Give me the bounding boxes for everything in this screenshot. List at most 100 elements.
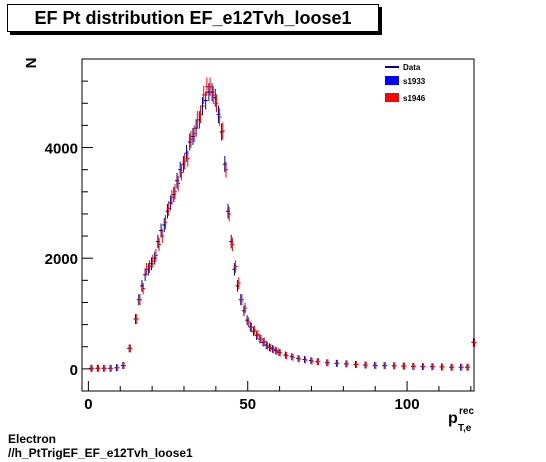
data-point-s1946 [243, 302, 248, 314]
data-point-s1946 [255, 330, 260, 340]
data-point-s1946 [259, 334, 264, 344]
data-point-s1946 [179, 164, 184, 181]
data-point-s1946 [224, 161, 229, 178]
data-point-s1946 [169, 189, 174, 205]
data-point-s1946 [150, 254, 155, 268]
x-tick-label: 0 [84, 396, 92, 413]
data-point-s1946 [431, 363, 436, 371]
y-tick-label: 2000 [45, 251, 78, 268]
footer-line-2: //h_PtTrigEF_EF_e12Tvh_loose1 [8, 446, 193, 460]
x-axis-label-sup: rec [459, 406, 474, 417]
data-point-s1946 [364, 361, 369, 369]
data-point-s1946 [160, 229, 165, 243]
x-tick-label: 100 [395, 396, 420, 413]
data-point-s1946 [466, 363, 471, 371]
data-point-s1946 [134, 314, 139, 325]
data-point-s1946 [265, 341, 270, 350]
legend-data-label: Data [403, 63, 421, 72]
data-markers [88, 77, 477, 372]
data-point-s1946 [249, 322, 254, 333]
data-point-s1946 [192, 125, 197, 143]
data-point-s1946 [141, 282, 146, 295]
data-point-s1946 [262, 337, 267, 346]
data-point-s1946 [195, 111, 200, 129]
data-point-s1946 [157, 237, 162, 252]
legend: Data s1933 s1946 [385, 63, 426, 103]
axis-ticks [82, 58, 472, 392]
data-point-s1946 [335, 359, 340, 367]
data-point-s1946 [182, 153, 187, 170]
data-point-s1946 [176, 175, 181, 192]
data-point-s1946 [354, 360, 359, 368]
legend-s1946-swatch [385, 93, 399, 102]
x-axis-label-main: p [448, 410, 458, 427]
data-point-s1946 [246, 316, 251, 327]
data-point-s1946 [211, 85, 216, 105]
data-point-s1946 [278, 349, 283, 357]
data-point-s1946 [214, 94, 219, 113]
data-point-s1946 [137, 294, 142, 306]
data-point-s1946 [163, 215, 168, 230]
data-point-s1946 [392, 362, 397, 370]
data-point-s1946 [233, 260, 238, 273]
data-point-s1946 [217, 108, 222, 126]
x-tick-label: 50 [239, 396, 256, 413]
data-point-s1946 [188, 130, 193, 148]
data-point-s1946 [450, 363, 455, 371]
data-point-s1946 [402, 362, 407, 370]
data-point-s1946 [122, 362, 127, 370]
legend-s1933-swatch [385, 76, 399, 85]
data-point-s1946 [236, 277, 241, 290]
y-axis-label: N [23, 58, 40, 69]
data-point-s1946 [230, 237, 235, 252]
data-point-s1946 [297, 355, 302, 363]
data-point-s1946 [310, 357, 315, 365]
axis-tick-labels: 0 50 100 0 2000 4000 [45, 141, 420, 413]
data-point-s1946 [459, 363, 464, 371]
x-axis-label-sub: T,e [458, 423, 472, 434]
plot-frame [81, 58, 475, 392]
data-point-s1946 [208, 77, 213, 96]
data-point-s1946 [102, 364, 107, 372]
data-point-s1946 [227, 206, 232, 222]
data-point-s1946 [421, 363, 426, 371]
data-point-s1946 [220, 122, 225, 140]
data-point-s1946 [144, 263, 149, 276]
data-point-s1946 [90, 364, 95, 372]
data-point-s1946 [271, 345, 276, 354]
y-tick-label: 4000 [45, 141, 78, 158]
data-point-s1946 [472, 338, 477, 348]
data-point-s1946 [440, 363, 445, 371]
data-point-s1946 [185, 150, 190, 167]
data-point-s1946 [345, 360, 350, 368]
data-point-s1946 [96, 364, 101, 372]
data-point-s1946 [383, 362, 388, 370]
data-point-s1946 [173, 184, 178, 200]
data-point-s1946 [109, 364, 114, 372]
data-point-s1946 [284, 352, 289, 360]
legend-s1933-label: s1933 [403, 77, 426, 86]
data-point-s1946 [201, 85, 206, 105]
data-point-s1946 [198, 105, 203, 124]
data-point-s1946 [290, 353, 295, 361]
data-point-s1946 [128, 344, 133, 353]
data-point-s1933 [200, 97, 205, 115]
data-point-s1946 [147, 260, 152, 273]
legend-s1946-label: s1946 [403, 94, 426, 103]
data-point-s1946 [275, 347, 280, 355]
data-point-s1946 [316, 358, 321, 366]
footer-line-1: Electron [8, 432, 57, 446]
data-point-s1946 [303, 356, 308, 364]
data-point-s1946 [325, 359, 330, 367]
data-point-s1946 [268, 343, 273, 352]
data-point-s1946 [252, 325, 257, 335]
data-point-s1946 [153, 248, 158, 262]
data-point-s1946 [373, 362, 378, 370]
y-tick-label: 0 [70, 362, 78, 379]
chart-title: EF Pt distribution EF_e12Tvh_loose1 [7, 4, 379, 32]
data-point-s1946 [412, 362, 417, 370]
data-point-s1946 [239, 294, 244, 306]
data-point-s1946 [115, 364, 120, 372]
data-point-s1946 [166, 201, 171, 216]
